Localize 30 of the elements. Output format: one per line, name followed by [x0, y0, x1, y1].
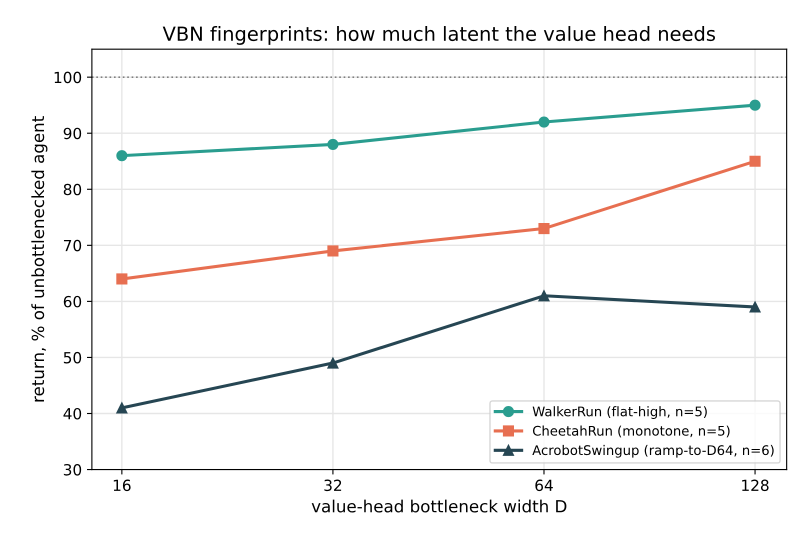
point [327, 358, 338, 369]
y-tick-label: 80 [64, 184, 82, 196]
point [327, 245, 338, 256]
y-tick-label: 60 [64, 296, 82, 308]
point [538, 222, 550, 234]
y-tick-label: 30 [64, 464, 82, 476]
y-tick-label: 40 [63, 408, 82, 420]
point [538, 116, 550, 128]
point [116, 273, 128, 285]
point [538, 290, 550, 302]
legend-label: CheetahRun (monotone, n=5) [532, 426, 730, 438]
x-tick-label: 64 [535, 480, 553, 492]
y-tick-label: 90 [64, 128, 82, 140]
point [749, 156, 761, 167]
point [749, 301, 761, 313]
x-tick-label: 128 [742, 480, 769, 492]
point [749, 100, 761, 111]
chart-title: VBN fingerprints: how much latent the value head needs [162, 26, 716, 45]
y-tick-label: 50 [64, 352, 82, 364]
x-axis-title: value-head bottleneck width D [312, 500, 566, 513]
point [116, 402, 128, 414]
legend-label: AcrobotSwingup (ramp-to-D64, n=6) [532, 444, 774, 458]
point [116, 150, 128, 162]
legend-label: WalkerRun (flat-high, n=5) [532, 406, 707, 419]
point [327, 138, 338, 150]
y-axis-title: return, % of unbottlenecked agent [31, 116, 48, 402]
y-tick-label: 100 [54, 72, 82, 84]
x-tick-label: 32 [324, 480, 342, 492]
y-tick-label: 70 [64, 240, 82, 252]
x-tick-label: 16 [114, 480, 131, 492]
